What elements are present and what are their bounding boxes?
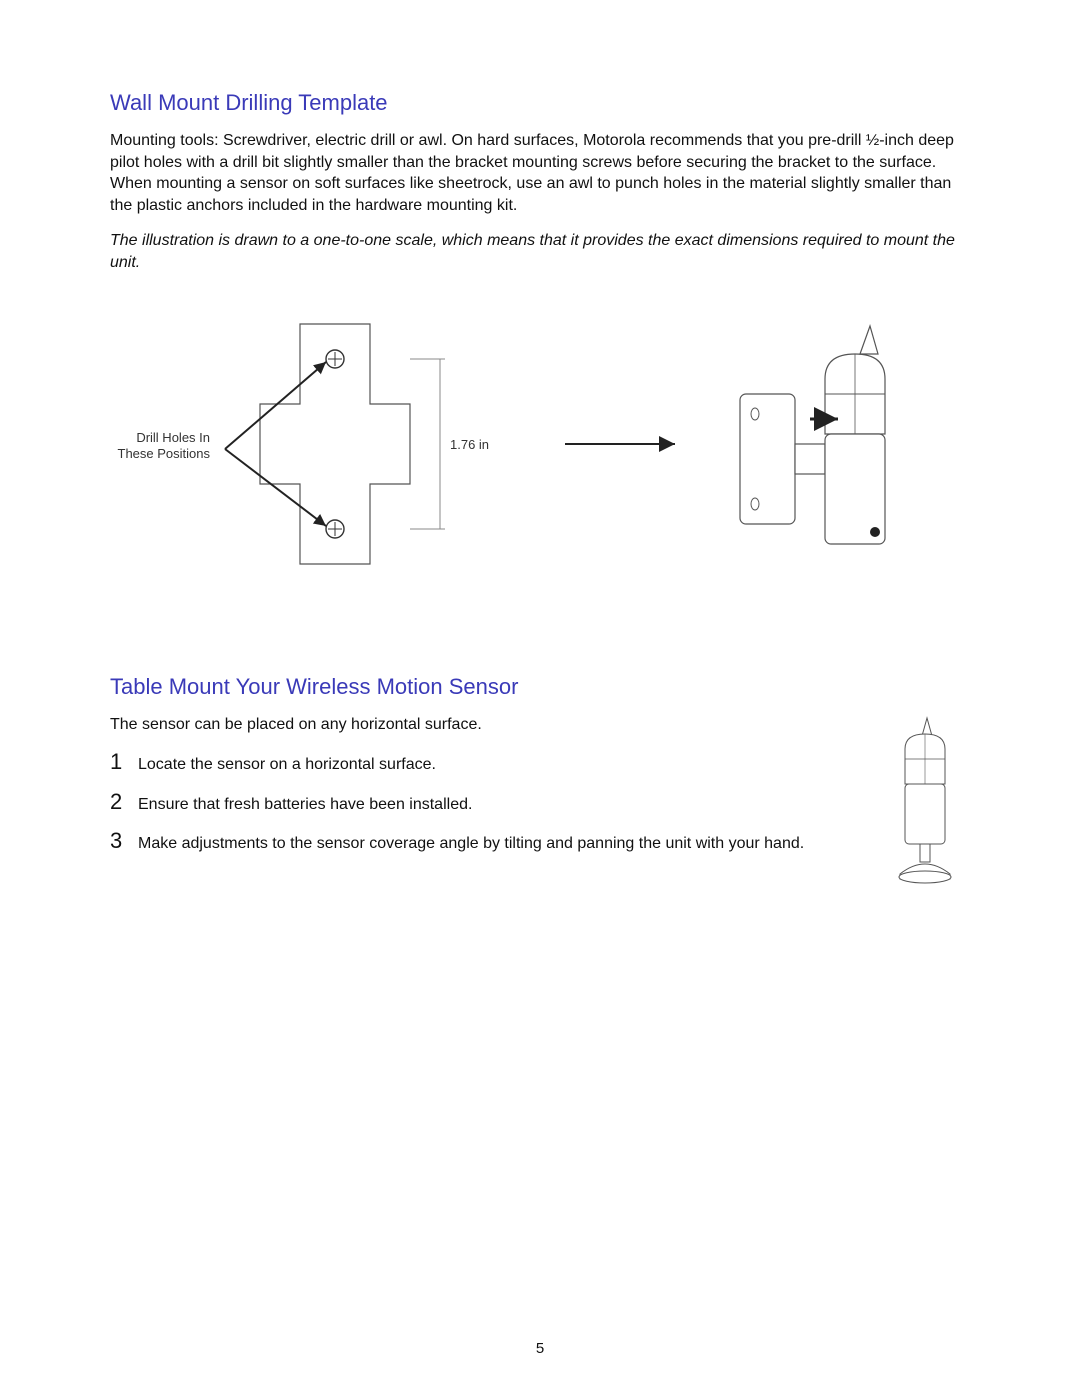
table-sensor-diagram — [880, 714, 970, 894]
arrow-icon — [560, 424, 690, 464]
page-root: Wall Mount Drilling Template Mounting to… — [0, 0, 1080, 1397]
step-number: 1 — [110, 749, 138, 775]
step-row: 2 Ensure that fresh batteries have been … — [110, 789, 850, 816]
wall-mount-paragraph: Mounting tools: Screwdriver, electric dr… — [110, 130, 970, 216]
steps-column: The sensor can be placed on any horizont… — [110, 714, 850, 868]
diagram-row: Drill Holes In These Positions 1.76 in — [110, 304, 970, 584]
step-row: 1 Locate the sensor on a horizontal surf… — [110, 749, 850, 776]
drill-label-line1: Drill Holes In — [136, 430, 210, 445]
table-mount-heading: Table Mount Your Wireless Motion Sensor — [110, 674, 970, 700]
dimension-label: 1.76 in — [450, 437, 489, 452]
wall-mount-note: The illustration is drawn to a one-to-on… — [110, 230, 970, 273]
drilling-template-diagram: Drill Holes In These Positions 1.76 in — [110, 304, 540, 584]
step-number: 3 — [110, 828, 138, 854]
page-number: 5 — [0, 1340, 1080, 1357]
wall-mount-heading: Wall Mount Drilling Template — [110, 90, 970, 116]
step-text: Ensure that fresh batteries have been in… — [138, 794, 472, 816]
table-mount-block: The sensor can be placed on any horizont… — [110, 714, 970, 894]
table-mount-intro: The sensor can be placed on any horizont… — [110, 714, 850, 736]
drill-label-line2: These Positions — [118, 446, 211, 461]
step-row: 3 Make adjustments to the sensor coverag… — [110, 828, 850, 855]
table-mount-section: Table Mount Your Wireless Motion Sensor … — [110, 674, 970, 894]
mounted-sensor-diagram — [710, 314, 920, 574]
step-text: Locate the sensor on a horizontal surfac… — [138, 754, 436, 776]
step-text: Make adjustments to the sensor coverage … — [138, 833, 804, 855]
step-number: 2 — [110, 789, 138, 815]
